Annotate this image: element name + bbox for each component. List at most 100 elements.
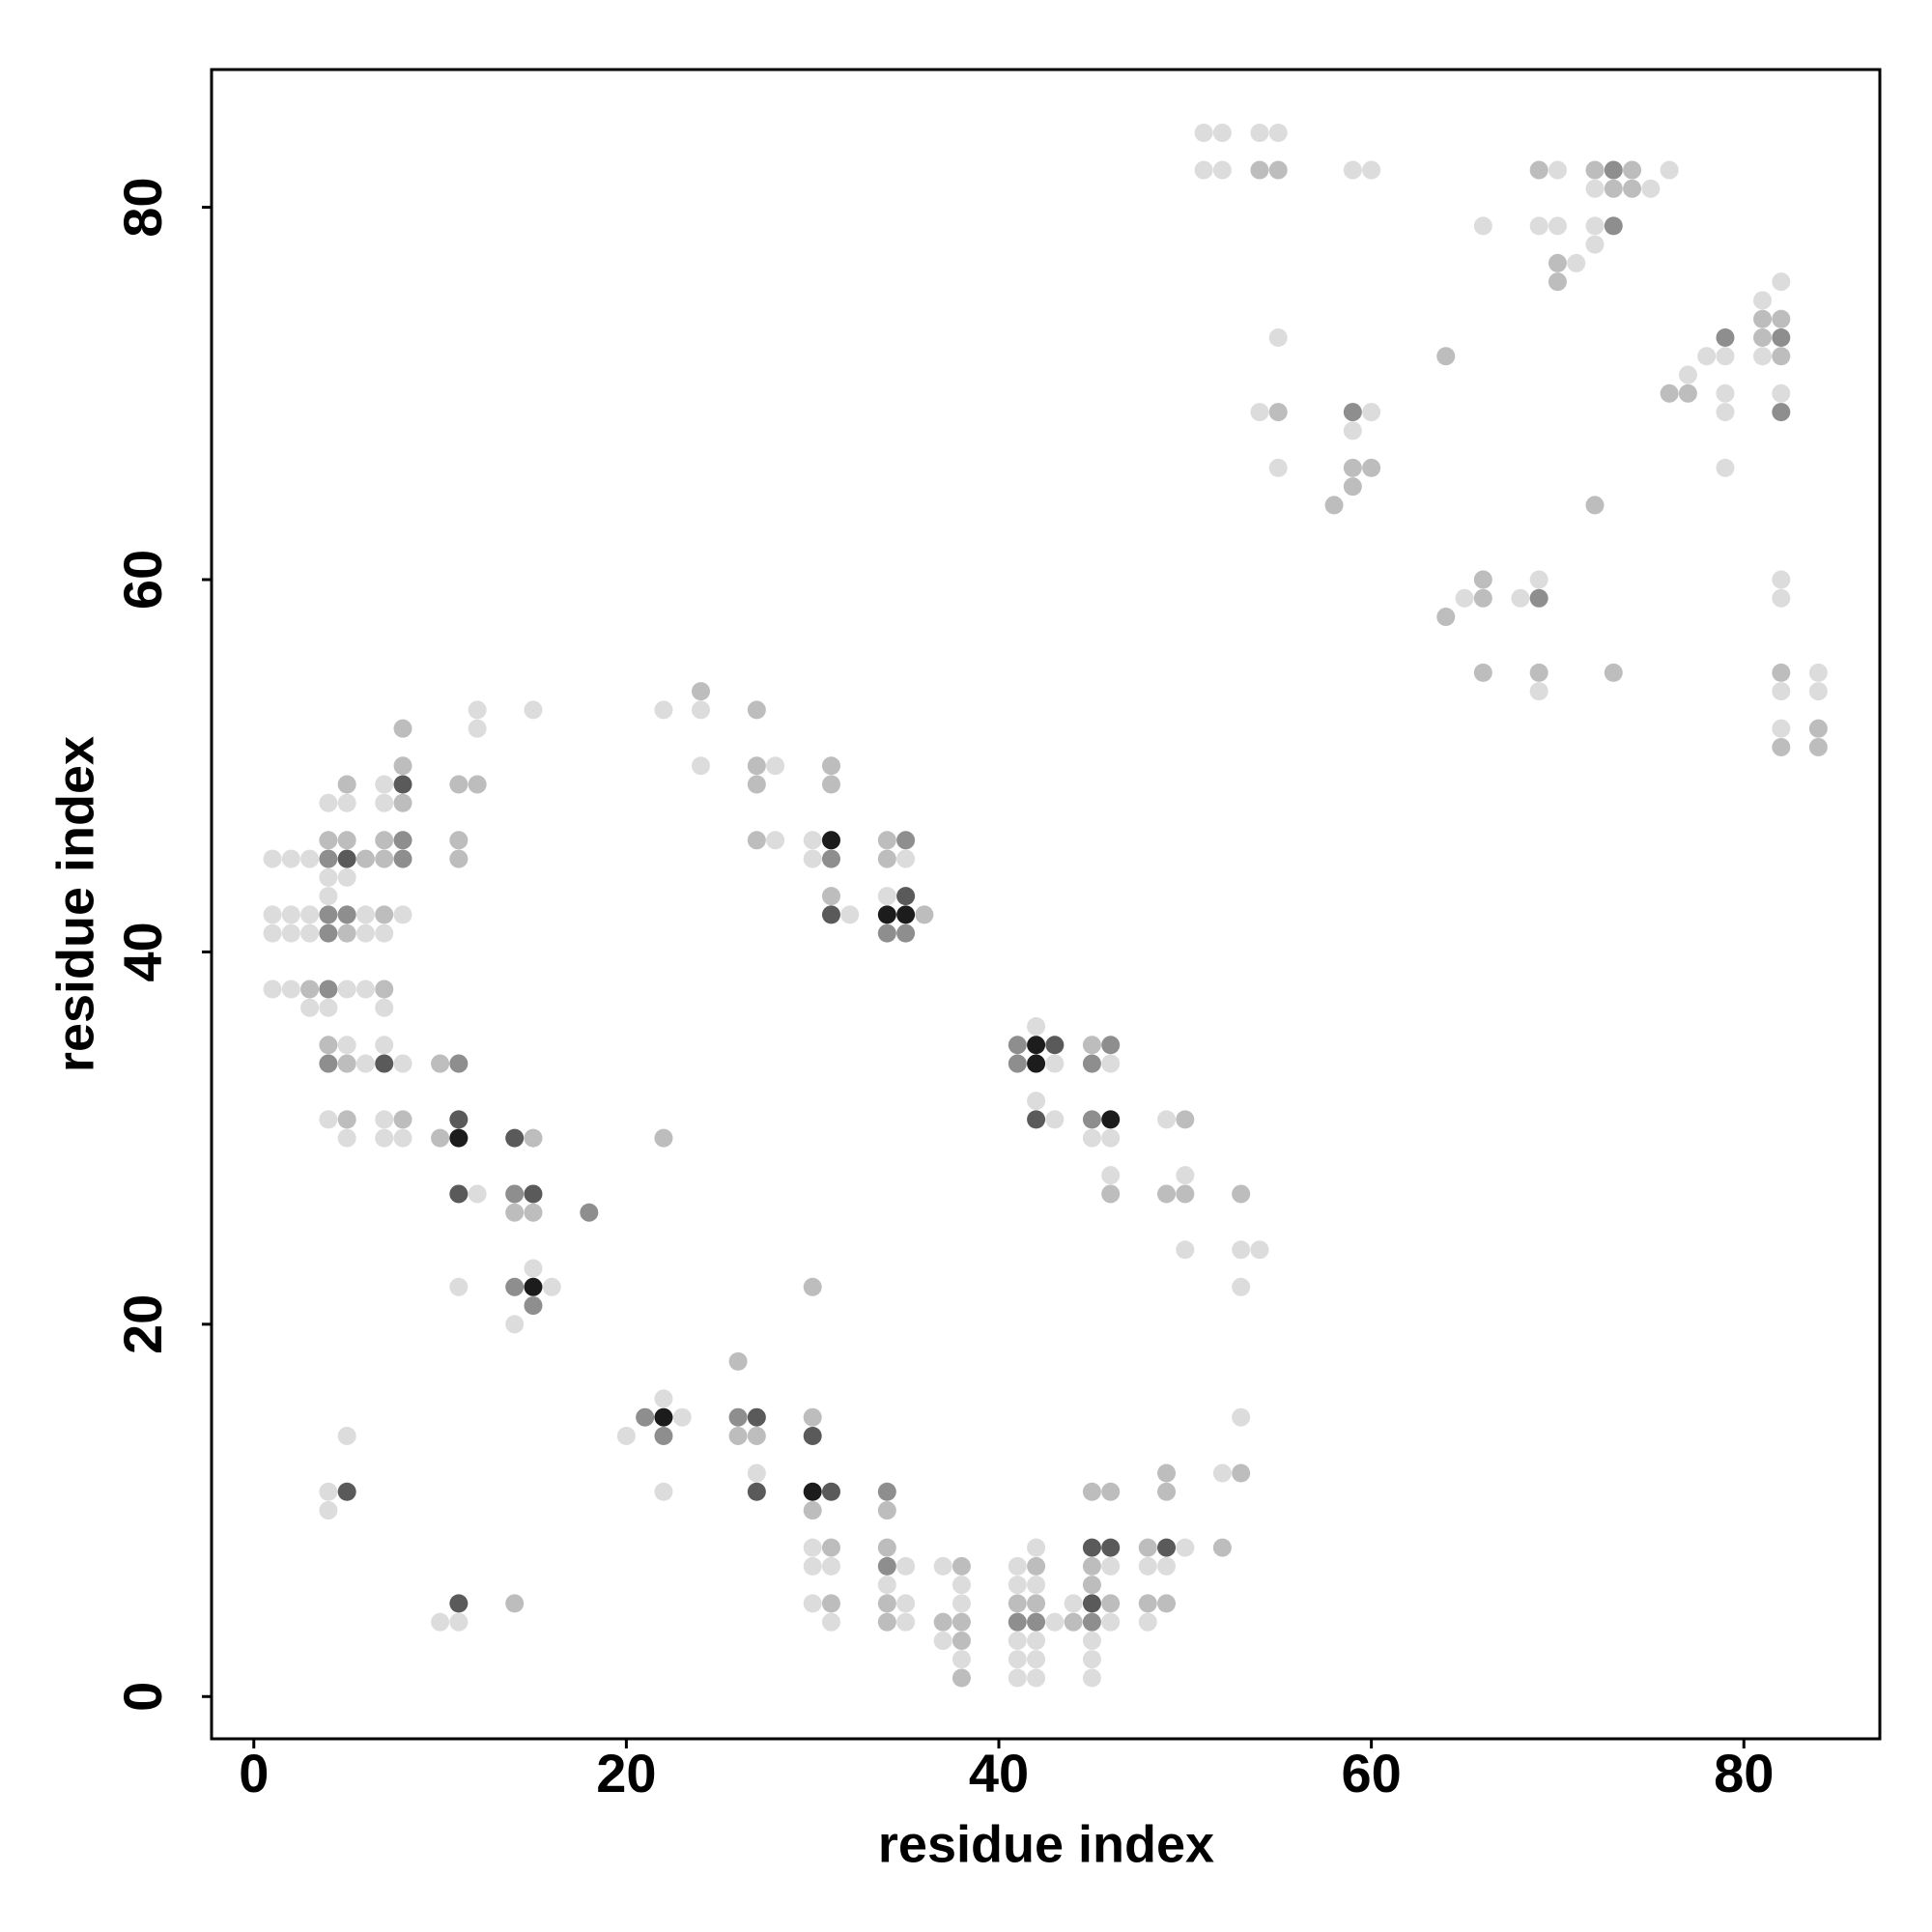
contact-point	[672, 1407, 692, 1427]
contact-point	[1082, 1538, 1101, 1557]
contact-point	[449, 1128, 469, 1148]
contact-point	[1101, 1128, 1121, 1148]
contact-point	[896, 1556, 916, 1576]
contact-point	[1082, 1482, 1101, 1501]
contact-point	[877, 923, 896, 943]
contact-point	[319, 923, 338, 943]
contact-point	[1176, 1538, 1195, 1557]
contact-point	[933, 1612, 952, 1632]
contact-point	[1082, 1036, 1101, 1055]
x-tick-label: 40	[969, 1743, 1029, 1804]
contact-point	[821, 831, 840, 850]
contact-point	[449, 1612, 469, 1632]
contact-point	[1008, 1054, 1027, 1073]
contact-point	[747, 1426, 766, 1445]
contact-point	[692, 756, 711, 776]
contact-point	[1772, 663, 1791, 682]
contact-point	[281, 905, 300, 924]
contact-point	[1548, 160, 1567, 180]
contact-point	[1250, 160, 1269, 180]
contact-point	[1268, 458, 1288, 477]
contact-point	[1585, 160, 1605, 180]
contact-point	[1027, 1650, 1046, 1669]
contact-point	[319, 867, 338, 887]
contact-point	[1548, 216, 1567, 236]
contact-point	[896, 887, 916, 906]
contact-point	[1585, 496, 1605, 515]
contact-point	[1268, 124, 1288, 143]
contact-point	[1772, 719, 1791, 738]
contact-point	[1027, 1017, 1046, 1037]
contact-point	[1232, 1277, 1251, 1296]
contact-point	[524, 1259, 543, 1278]
contact-point	[1604, 663, 1623, 682]
contact-point	[337, 1426, 356, 1445]
contact-point	[505, 1277, 525, 1296]
contact-point	[821, 1594, 840, 1613]
contact-point	[1212, 124, 1232, 143]
contact-point	[877, 831, 896, 850]
contact-point	[1585, 179, 1605, 198]
y-tick-label: 0	[112, 1682, 173, 1712]
contact-point	[449, 849, 469, 868]
contact-point	[877, 887, 896, 906]
contact-point	[1027, 1576, 1046, 1595]
contact-point	[1082, 1576, 1101, 1595]
contact-point	[319, 849, 338, 868]
contact-point	[375, 998, 394, 1017]
contact-point	[281, 980, 300, 999]
contact-point	[505, 1184, 525, 1204]
contact-point	[337, 867, 356, 887]
contact-point	[1082, 1668, 1101, 1688]
contact-point	[952, 1556, 971, 1576]
contact-point	[1716, 327, 1735, 347]
contact-point	[654, 1482, 673, 1501]
contact-point	[1268, 403, 1288, 422]
contact-point	[1678, 365, 1697, 384]
contact-point	[375, 1054, 394, 1073]
plot-frame	[210, 68, 1882, 1741]
contact-point	[393, 719, 412, 738]
contact-point	[616, 1426, 636, 1445]
x-tick-label: 80	[1714, 1743, 1774, 1804]
y-tick-label: 80	[112, 177, 173, 237]
contact-point	[1808, 663, 1828, 682]
contact-point	[1027, 1631, 1046, 1650]
contact-point	[337, 831, 356, 850]
contact-point	[1529, 682, 1548, 701]
contact-point	[747, 775, 766, 794]
contact-point	[1157, 1463, 1177, 1483]
contact-point	[393, 756, 412, 776]
contact-point	[952, 1576, 971, 1595]
contact-point	[1176, 1110, 1195, 1129]
contact-point	[1250, 1240, 1269, 1260]
contact-point	[1585, 235, 1605, 254]
contact-point	[1362, 458, 1381, 477]
contact-point	[505, 1315, 525, 1334]
contact-point	[1660, 160, 1679, 180]
contact-point	[1008, 1650, 1027, 1669]
contact-point	[877, 1556, 896, 1576]
contact-point	[1176, 1184, 1195, 1204]
contact-point	[1604, 179, 1623, 198]
contact-point	[263, 849, 282, 868]
contact-point	[896, 849, 916, 868]
contact-point	[300, 980, 320, 999]
contact-point	[821, 849, 840, 868]
contact-point	[1529, 588, 1548, 608]
contact-point	[1157, 1538, 1177, 1557]
contact-point	[1027, 1594, 1046, 1613]
contact-point	[1473, 663, 1492, 682]
contact-point	[952, 1631, 971, 1650]
contact-point	[766, 756, 785, 776]
contact-point	[1027, 1054, 1046, 1073]
contact-point	[319, 1054, 338, 1073]
contact-point	[1623, 179, 1642, 198]
contact-point	[1138, 1594, 1157, 1613]
contact-point	[1045, 1612, 1065, 1632]
contact-point	[1045, 1054, 1065, 1073]
contact-point	[1101, 1612, 1121, 1632]
contact-point	[1343, 421, 1362, 440]
contact-point	[319, 831, 338, 850]
contact-point	[1008, 1594, 1027, 1613]
